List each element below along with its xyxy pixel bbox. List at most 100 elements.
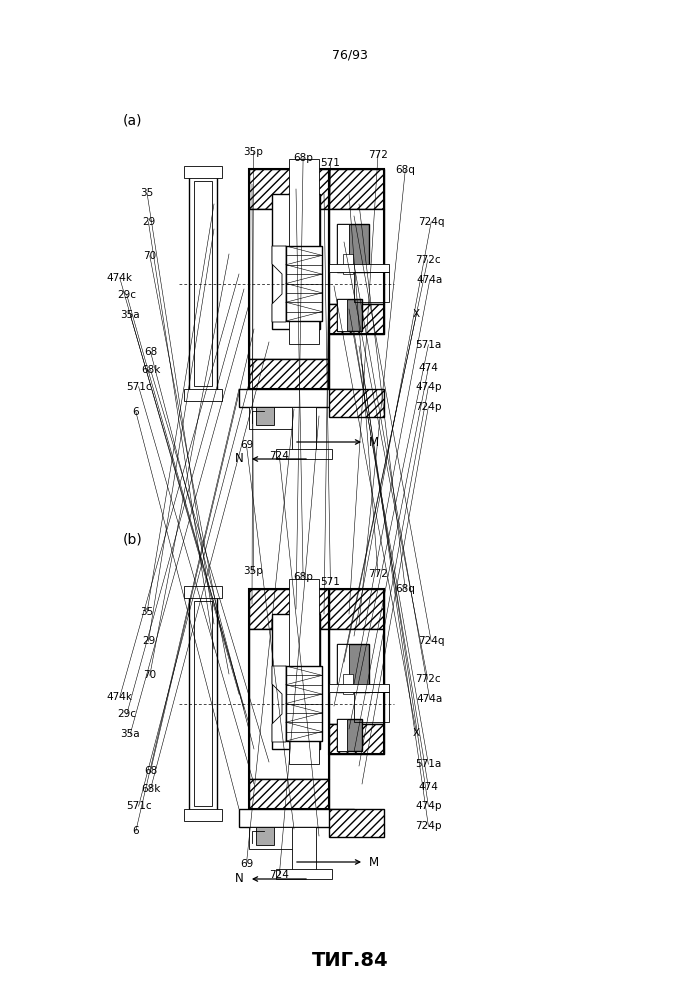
Text: 724q: 724q [418,636,444,646]
Text: 35a: 35a [120,729,140,739]
Bar [286,666,322,741]
Bar [249,169,329,389]
Bar [337,224,369,272]
Bar [329,589,384,629]
Text: 772: 772 [368,150,388,160]
Bar [329,809,384,837]
Text: X: X [413,728,420,738]
Text: 35p: 35p [244,147,263,157]
Bar [286,246,322,321]
Text: 724p: 724p [415,821,442,831]
Bar [184,586,222,598]
Text: 29: 29 [142,217,155,227]
Text: 724: 724 [270,870,289,880]
Text: 772c: 772c [415,255,440,265]
Bar [329,304,384,334]
Bar [329,169,384,334]
Bar [189,596,217,811]
Text: 474p: 474p [415,801,442,811]
Polygon shape [272,246,286,322]
Text: M: M [369,855,379,868]
Bar [184,809,222,821]
Bar [337,299,347,331]
Text: 68p: 68p [293,572,313,582]
Text: 68k: 68k [141,365,160,375]
Bar [292,827,316,877]
Bar [289,579,319,764]
Text: 474: 474 [419,363,438,373]
Text: (b): (b) [122,532,142,546]
Bar [272,194,320,329]
Text: 35p: 35p [244,566,263,576]
Bar [329,169,384,209]
Text: N: N [235,872,244,885]
Text: 474p: 474p [415,382,442,392]
Text: 6: 6 [132,407,139,417]
Bar [249,589,329,809]
Text: 474a: 474a [416,275,443,285]
Text: 69: 69 [240,440,253,450]
Bar [329,389,384,417]
Bar [337,719,362,751]
Text: 29c: 29c [117,709,136,719]
Bar [256,407,274,425]
Bar [354,272,389,302]
Text: 474k: 474k [106,273,133,283]
Text: 70: 70 [144,670,156,680]
Bar [337,299,362,331]
Bar [292,407,316,457]
Text: 571a: 571a [415,340,442,350]
Text: 474: 474 [419,782,438,792]
Bar [329,589,384,754]
Bar [329,264,389,272]
Text: 474a: 474a [416,694,443,704]
Text: (a): (a) [122,114,142,128]
Text: 68: 68 [144,347,157,357]
Text: 68: 68 [144,766,157,776]
Text: 68p: 68p [293,153,313,163]
Bar [329,209,384,304]
Text: 724p: 724p [415,402,442,412]
Text: 35a: 35a [120,310,140,320]
Text: 571c: 571c [126,801,151,811]
Bar [194,181,212,386]
Bar [249,209,329,359]
Text: 724: 724 [270,451,289,461]
Bar [189,176,217,391]
Bar [343,254,353,274]
Bar [329,684,389,692]
Bar [249,779,329,809]
Text: 571: 571 [321,577,340,587]
Bar [272,614,320,749]
Bar [249,169,329,209]
Bar [249,407,299,429]
Bar [337,224,349,272]
Bar [276,869,332,879]
Bar [337,644,349,692]
Text: ΤИГ.84: ΤИГ.84 [312,950,388,969]
Text: 68q: 68q [395,165,415,175]
Text: X: X [413,309,420,319]
Bar [256,827,274,845]
Bar [329,629,384,724]
Polygon shape [272,666,286,742]
Text: 6: 6 [132,826,139,836]
Text: 571: 571 [321,158,340,168]
Text: 29c: 29c [117,290,136,300]
Bar [184,389,222,401]
Text: 772: 772 [368,569,388,579]
Bar [239,809,354,827]
Bar [289,159,319,344]
Text: 29: 29 [142,636,155,646]
Bar [329,724,384,754]
Bar [249,827,299,849]
Text: 70: 70 [144,251,156,261]
Text: N: N [235,453,244,466]
Text: 474k: 474k [106,692,133,702]
Bar [337,719,347,751]
Text: 35: 35 [141,607,153,617]
Bar [249,629,329,779]
Text: 571a: 571a [415,759,442,769]
Bar [276,449,332,459]
Text: 571c: 571c [126,382,151,392]
